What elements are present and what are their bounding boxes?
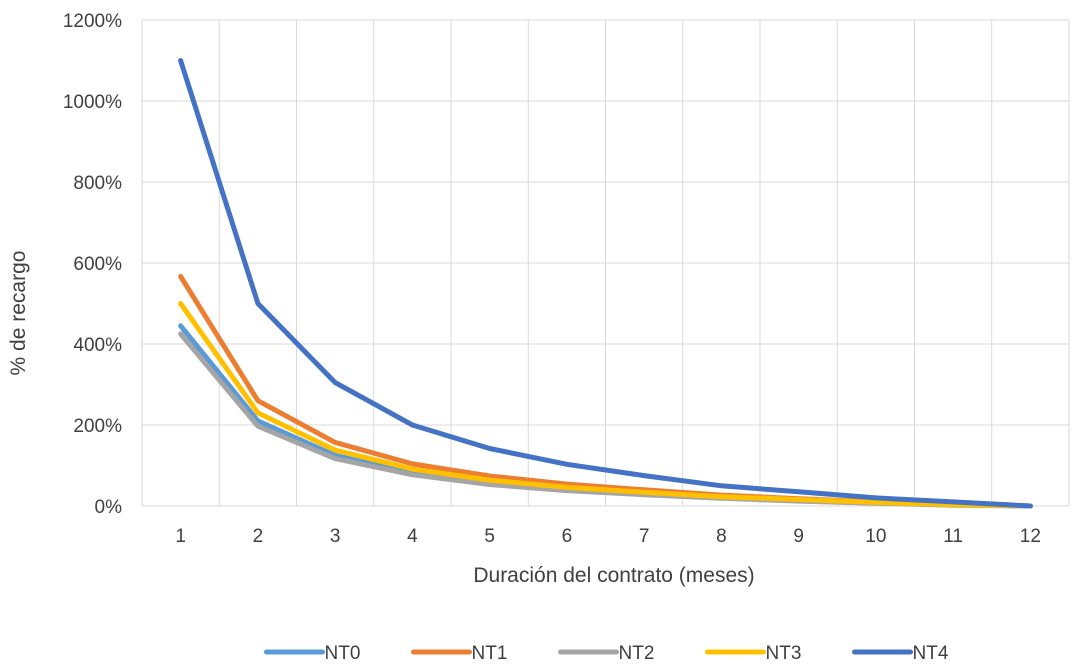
series-line-nt3 [178,301,1033,509]
legend: NT0 NT1 NT2 NT3 NT4 [264,643,949,664]
y-tick-label: 1000% [63,92,122,113]
legend-item-nt1: NT1 [411,643,508,664]
x-axis-ticks: 1 2 3 4 5 6 7 8 9 10 11 12 [175,526,1041,547]
x-tick-label: 5 [484,526,495,547]
x-tick-label: 1 [175,526,186,547]
legend-item-nt0: NT0 [264,643,361,664]
x-tick-label: 7 [639,526,650,547]
y-tick-label: 1200% [63,11,122,32]
y-tick-label: 0% [95,497,123,518]
y-tick-label: 800% [73,173,122,194]
x-tick-label: 11 [943,526,963,547]
x-tick-label: 9 [793,526,804,547]
x-tick-label: 3 [330,526,341,547]
series-line-nt4 [178,58,1033,509]
legend-label: NT3 [766,643,802,662]
x-tick-label: 6 [562,526,573,547]
y-axis-title: % de recargo [7,251,30,376]
y-tick-label: 600% [73,254,122,275]
x-axis-title: Duración del contrato (meses) [473,564,754,587]
legend-label: NT1 [472,643,508,662]
legend-label: NT2 [619,643,655,662]
x-tick-label: 4 [407,526,418,547]
y-axis-ticks: 0% 200% 400% 600% 800% 1000% 1200% [63,11,122,518]
legend-item-nt3: NT3 [705,643,802,664]
legend-item-nt4: NT4 [852,643,949,664]
x-tick-label: 12 [1020,526,1041,547]
legend-label: NT0 [325,643,361,662]
x-tick-label: 8 [716,526,727,547]
x-tick-label: 2 [253,526,264,547]
legend-item-nt2: NT2 [558,643,655,664]
grid-layer [141,19,1070,507]
x-tick-label: 10 [865,526,886,547]
series-layer [178,58,1033,509]
y-tick-label: 400% [73,335,122,356]
legend-label: NT4 [913,643,949,662]
y-tick-label: 200% [73,416,122,437]
